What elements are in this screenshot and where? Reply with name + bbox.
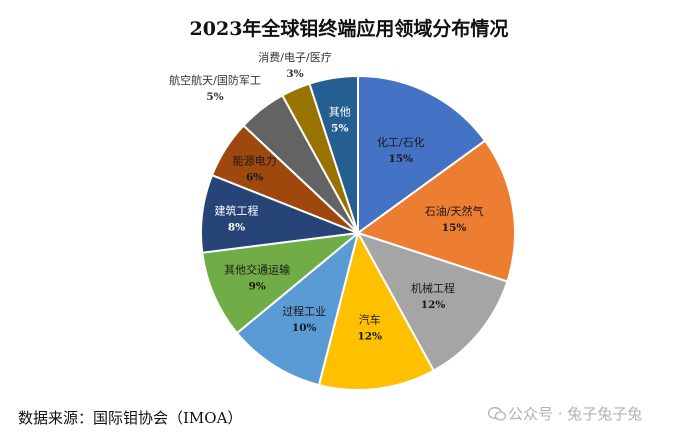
slice-value-6: 9% xyxy=(248,281,265,293)
slice-value-9: 5% xyxy=(206,91,223,103)
slice-label-10: 消费/电子/医疗 xyxy=(258,50,331,64)
slice-value-5: 10% xyxy=(292,322,317,334)
pie-labels: 化工/石化 15% 石油/天然气 15% 机械工程 12% 汽车 12% 过程工业 10% 其他交通… xyxy=(169,50,483,343)
slice-value-4: 12% xyxy=(358,331,383,343)
slice-label-8: 能源电力 xyxy=(233,153,277,167)
slice-value-8: 6% xyxy=(246,171,263,183)
slice-label-4: 汽车 xyxy=(359,313,381,327)
pie-slice-3 xyxy=(355,231,509,372)
slice-value-10: 3% xyxy=(286,68,303,80)
slice-value-11: 5% xyxy=(331,122,348,134)
slice-label-9: 航空航天/国防军工 xyxy=(169,73,261,87)
slice-value-2: 15% xyxy=(442,222,467,234)
pie-slice-2 xyxy=(355,139,517,283)
pie-slice-1 xyxy=(357,74,487,235)
slice-value-7: 8% xyxy=(228,222,245,234)
slice-value-1: 15% xyxy=(389,153,414,165)
pie-slice-11 xyxy=(308,74,359,234)
slice-label-2: 石油/天然气 xyxy=(425,204,484,218)
slice-label-5: 过程工业 xyxy=(282,305,326,318)
slice-label-1: 化工/石化 xyxy=(377,135,425,149)
pie-slice-5 xyxy=(235,230,360,387)
pie-slices xyxy=(200,74,517,392)
slice-label-7: 建筑工程 xyxy=(215,204,259,218)
pie-slice-6 xyxy=(201,231,362,335)
slice-label-6: 其他交通运输 xyxy=(224,263,290,277)
source-note: 数据来源：国际钼协会（IMOA） xyxy=(18,409,243,427)
wechat-icon xyxy=(488,407,506,421)
slice-label-11: 其他 xyxy=(329,105,351,118)
chart-title: 2023年全球钼终端应用领域分布情况 xyxy=(189,18,509,40)
pie-slice-4 xyxy=(317,230,435,392)
watermark: 公众号 · 兔子兔子兔 xyxy=(488,403,642,424)
watermark-text: 公众号 · 兔子兔子兔 xyxy=(508,405,643,423)
slice-value-3: 12% xyxy=(421,299,446,311)
slice-label-3: 机械工程 xyxy=(411,281,455,295)
